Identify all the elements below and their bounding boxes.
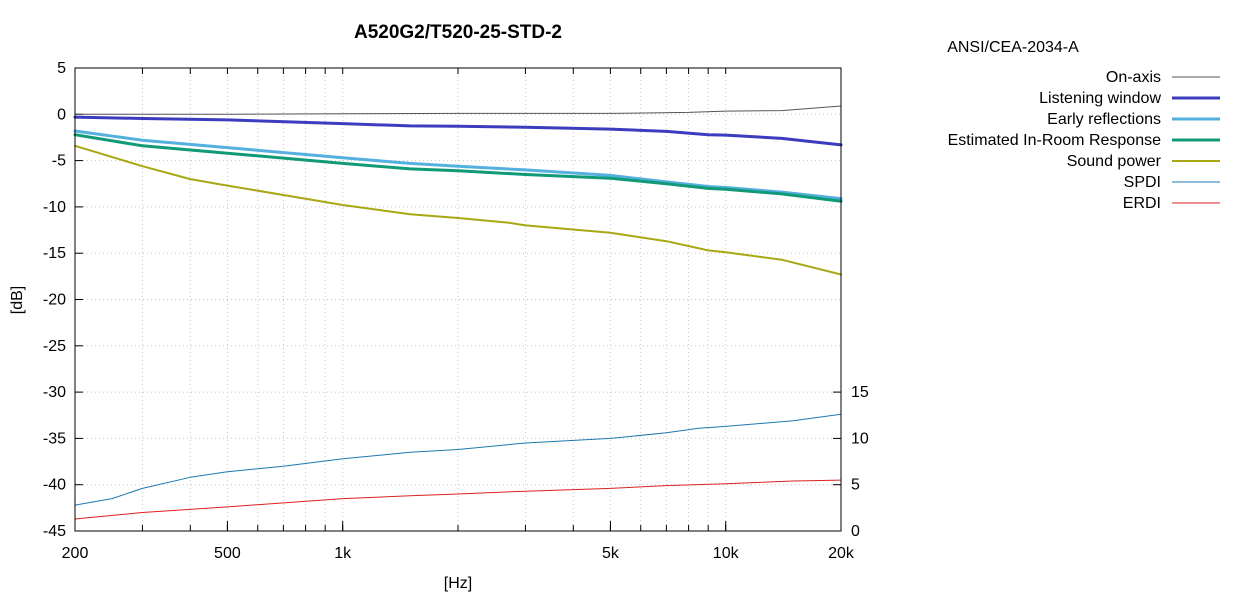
- y-tick-label: -15: [43, 245, 66, 262]
- series-line-listening-window: [73, 115, 843, 147]
- x-tick-label: 500: [214, 545, 241, 562]
- y-tick-label: -30: [43, 384, 66, 401]
- legend-title: ANSI/CEA-2034-A: [947, 39, 1079, 56]
- y-tick-label: -5: [52, 153, 66, 170]
- x-tick-label: 5k: [602, 545, 620, 562]
- plot-series: [73, 105, 843, 520]
- x-axis-label: [Hz]: [444, 575, 472, 592]
- y-tick-label: 5: [57, 60, 66, 77]
- x-tick-label: 20k: [828, 545, 855, 562]
- legend-label-estimated-in-room-response: Estimated In-Room Response: [948, 132, 1162, 149]
- y-tick-label: -10: [43, 199, 66, 216]
- legend-label-early-reflections: Early reflections: [1047, 111, 1161, 128]
- grid: [75, 68, 841, 531]
- series-line-spdi: [74, 413, 842, 506]
- plot-frame: [74, 67, 842, 532]
- chart-title: A520G2/T520-25-STD-2: [354, 22, 562, 43]
- series-line-on-axis: [74, 105, 842, 115]
- series-line-estimated-in-room-response: [73, 133, 843, 203]
- x-tick-label: 200: [62, 545, 89, 562]
- legend-label-spdi: SPDI: [1124, 174, 1161, 191]
- series-line-erdi: [74, 479, 842, 520]
- y-axis-label: [dB]: [9, 286, 26, 314]
- legend-label-on-axis: On-axis: [1106, 69, 1161, 86]
- y2-tick-label: 10: [851, 430, 869, 447]
- y-tick-label: -45: [43, 523, 66, 540]
- x-tick-label: 10k: [713, 545, 740, 562]
- series-line-early-reflections: [73, 129, 843, 201]
- legend: On-axis Listening window Early reflections…: [948, 69, 1220, 212]
- y2-tick-label: 0: [851, 523, 860, 540]
- axis-ticks: 5 0 -5 -10 -15 -20 -25 -30 -35 -40 -45 15 10 5 0 200 500…: [43, 60, 869, 562]
- y-tick-label: -40: [43, 477, 66, 494]
- y-tick-label: -20: [43, 292, 66, 309]
- series-line-sound-power: [74, 144, 842, 276]
- x-tick-label: 1k: [334, 545, 352, 562]
- legend-label-erdi: ERDI: [1123, 195, 1161, 212]
- y-tick-label: -25: [43, 338, 66, 355]
- legend-label-listening-window: Listening window: [1039, 90, 1161, 107]
- legend-label-sound-power: Sound power: [1067, 153, 1162, 170]
- y-tick-label: -35: [43, 430, 66, 447]
- y2-tick-label: 5: [851, 477, 860, 494]
- y-tick-label: 0: [57, 106, 66, 123]
- y2-tick-label: 15: [851, 384, 869, 401]
